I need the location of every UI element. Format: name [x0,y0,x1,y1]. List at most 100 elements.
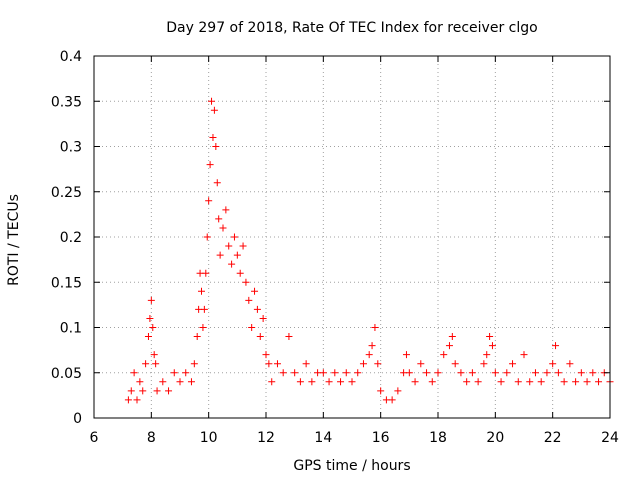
data-point [448,333,456,341]
data-point [411,378,419,386]
y-tick-label: 0.1 [60,321,82,337]
axis-ticks [93,55,611,419]
data-point [394,387,402,395]
data-point [222,206,230,214]
data-point [554,369,562,377]
x-tick-label: 16 [372,430,390,446]
data-point [248,324,256,331]
data-point [291,369,299,377]
data-point [497,378,505,386]
data-point [144,333,152,341]
data-point [212,143,220,150]
data-point [215,215,223,223]
data-point [509,360,517,368]
data-point [202,269,210,277]
data-point [216,251,224,259]
x-tick-label: 6 [90,430,99,446]
data-point [209,133,217,141]
data-point [233,251,241,259]
data-point [308,378,316,386]
data-point [262,351,270,359]
data-point [182,369,190,377]
data-point [503,369,511,377]
x-tick-label: 20 [486,430,504,446]
data-point [354,369,362,377]
data-point [136,378,144,386]
data-point [457,369,465,377]
data-point [251,287,259,295]
y-tick-label: 0.3 [60,140,82,156]
data-point [149,324,157,331]
data-point [526,378,534,386]
plot-frame [93,55,611,419]
data-point [531,369,539,377]
data-point [434,369,442,377]
data-point [165,387,173,395]
data-point [440,351,448,359]
x-tick-label: 18 [429,430,447,446]
data-point [488,342,496,350]
data-point [428,378,436,386]
data-point [239,242,247,250]
data-points [124,97,614,404]
data-point [337,378,345,386]
data-point [176,378,184,386]
data-point [139,387,147,395]
data-point [474,378,482,386]
data-point [319,369,327,377]
data-point [577,369,585,377]
data-point [170,369,178,377]
x-tick-label: 22 [544,430,562,446]
data-point [342,369,350,377]
data-point [242,278,250,286]
data-point [245,296,253,304]
x-tick-label: 10 [200,430,218,446]
data-point [198,287,205,295]
data-point [468,369,476,377]
data-point [331,369,339,377]
y-tick-label: 0.4 [60,49,82,65]
data-point [153,387,161,395]
data-point [388,396,396,404]
data-point [268,378,276,386]
data-point [230,233,238,241]
data-point [273,360,281,368]
data-point [124,396,132,404]
data-point [405,369,413,377]
data-point [187,378,195,386]
y-axis-label: ROTI / TECUs [6,194,22,286]
data-point [537,378,545,386]
data-point [451,360,459,368]
data-point [595,378,603,386]
data-point [150,351,158,359]
data-point [483,351,491,359]
data-point [193,333,201,341]
data-point [203,233,211,241]
data-point [205,197,213,205]
y-tick-labels: 0 0.05 0.1 0.15 0.2 0.25 0.3 0.35 0.4 [51,49,82,427]
x-tick-label: 8 [147,430,156,446]
data-point [259,314,267,322]
data-point [199,324,207,331]
data-point [402,351,410,359]
data-point [225,242,233,250]
data-point [368,342,376,350]
grid [94,56,610,418]
data-point [219,224,227,232]
data-point [520,351,528,359]
data-point [359,360,367,368]
data-point [377,387,385,395]
data-point [566,360,574,368]
data-point [589,369,597,377]
y-tick-label: 0.25 [51,185,82,201]
data-point [423,369,431,377]
data-point [200,305,208,313]
data-point [543,369,551,377]
y-tick-label: 0.05 [51,366,82,382]
data-point [159,378,167,386]
data-point [374,360,382,368]
data-point [228,260,236,268]
data-point [130,369,138,377]
y-tick-label: 0 [73,411,82,427]
